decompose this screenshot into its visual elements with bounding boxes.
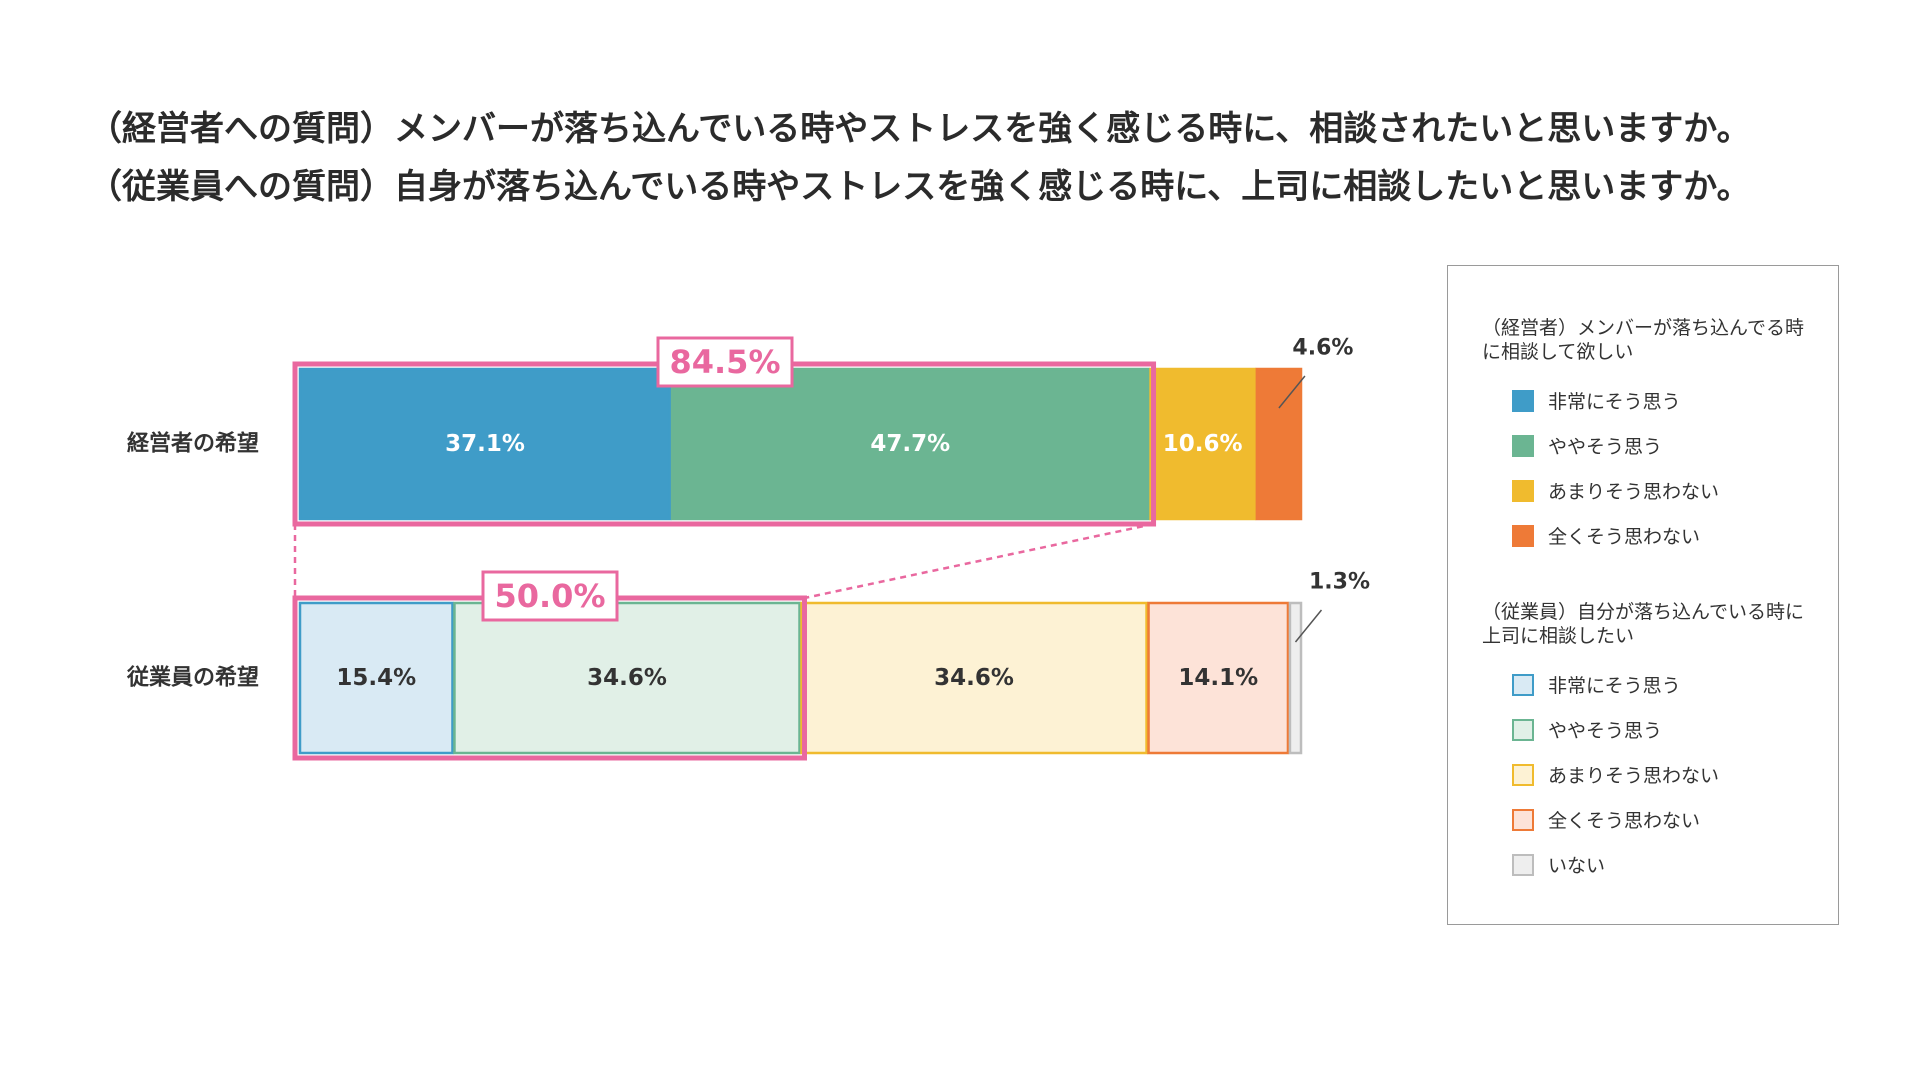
highlight-callout-box	[656, 336, 794, 388]
legend-swatch	[1512, 673, 1534, 696]
bar-segment	[298, 601, 454, 755]
bar-segment	[298, 367, 672, 521]
chart-title-line-2: （従業員への質問）自身が落ち込んでいる時やストレスを強く感じる時に、上司に相談し…	[88, 167, 1751, 207]
connector-line-right	[804, 522, 1154, 600]
bar-segment	[1147, 601, 1290, 755]
highlight-callout-label: 84.5%	[669, 343, 780, 381]
legend-item: 非常にそう思う	[1482, 378, 1822, 423]
bar-segment	[800, 601, 1148, 755]
legend-label: 全くそう思わない	[1548, 810, 1701, 832]
legend-group-employees: （従業員）自分が落ち込んでいる時に上司に相談したい 非常にそう思う ややそう思う…	[1482, 600, 1822, 887]
data-label: 47.7%	[870, 431, 950, 457]
legend-item: 非常にそう思う	[1482, 662, 1822, 707]
bar-segment	[453, 601, 801, 755]
highlight-callout-label: 50.0%	[494, 577, 605, 615]
category-label: 経営者の希望	[127, 431, 259, 457]
legend-label: いない	[1548, 855, 1606, 877]
legend-label: 非常にそう思う	[1548, 675, 1681, 697]
data-label: 15.4%	[336, 665, 416, 691]
chart-legend: （経営者）メンバーが落ち込んでる時に相談して欲しい 非常にそう思う ややそう思う…	[1447, 265, 1839, 925]
legend-swatch	[1512, 524, 1534, 547]
bar-segment	[670, 367, 1150, 521]
legend-item: ややそう思う	[1482, 423, 1822, 468]
stacked-bar-chart: 経営者の希望 37.1% 47.7% 10.6% 4.6% 84.5% 従業員の希望 15.4…	[126, 336, 1370, 761]
bar-segment	[1288, 601, 1303, 755]
highlight-callout-box	[481, 570, 619, 622]
legend-label: 全くそう思わない	[1548, 526, 1701, 548]
bar-segment	[1255, 367, 1303, 521]
legend-label: ややそう思う	[1548, 720, 1663, 742]
legend-swatch	[1512, 808, 1534, 831]
data-label: 37.1%	[445, 431, 525, 457]
legend-group-executives: （経営者）メンバーが落ち込んでる時に相談して欲しい 非常にそう思う ややそう思う…	[1482, 316, 1822, 558]
legend-label: ややそう思う	[1548, 436, 1663, 458]
legend-swatch	[1512, 479, 1534, 502]
bar-segment	[1149, 367, 1257, 521]
legend-swatch	[1512, 763, 1534, 786]
legend-item: 全くそう思わない	[1482, 513, 1822, 558]
legend-group-title: （従業員）自分が落ち込んでいる時に上司に相談したい	[1482, 601, 1805, 647]
data-label: 34.6%	[587, 665, 667, 691]
legend-group-title: （経営者）メンバーが落ち込んでる時に相談して欲しい	[1482, 317, 1805, 363]
data-label: 1.3%	[1309, 570, 1370, 595]
legend-item: ややそう思う	[1482, 707, 1822, 752]
legend-swatch	[1512, 718, 1534, 741]
legend-item: あまりそう思わない	[1482, 752, 1822, 797]
legend-item: 全くそう思わない	[1482, 797, 1822, 842]
leader-line	[1294, 609, 1323, 643]
data-label: 34.6%	[934, 665, 1014, 691]
data-label: 10.6%	[1163, 431, 1243, 457]
legend-label: あまりそう思わない	[1548, 765, 1720, 787]
legend-item: あまりそう思わない	[1482, 468, 1822, 513]
legend-label: 非常にそう思う	[1548, 391, 1681, 413]
category-label: 従業員の希望	[126, 665, 259, 691]
data-label: 14.1%	[1178, 665, 1258, 691]
data-label: 4.6%	[1292, 336, 1353, 361]
chart-title-line-1: （経営者への質問）メンバーが落ち込んでいる時やストレスを強く感じる時に、相談され…	[88, 109, 1751, 149]
leader-line	[1278, 375, 1306, 409]
legend-swatch	[1512, 434, 1534, 457]
legend-item: いない	[1482, 842, 1822, 887]
legend-swatch	[1512, 853, 1534, 876]
legend-swatch	[1512, 389, 1534, 412]
chart-title: （経営者への質問）メンバーが落ち込んでいる時やストレスを強く感じる時に、相談され…	[88, 100, 1868, 216]
legend-label: あまりそう思わない	[1548, 481, 1720, 503]
